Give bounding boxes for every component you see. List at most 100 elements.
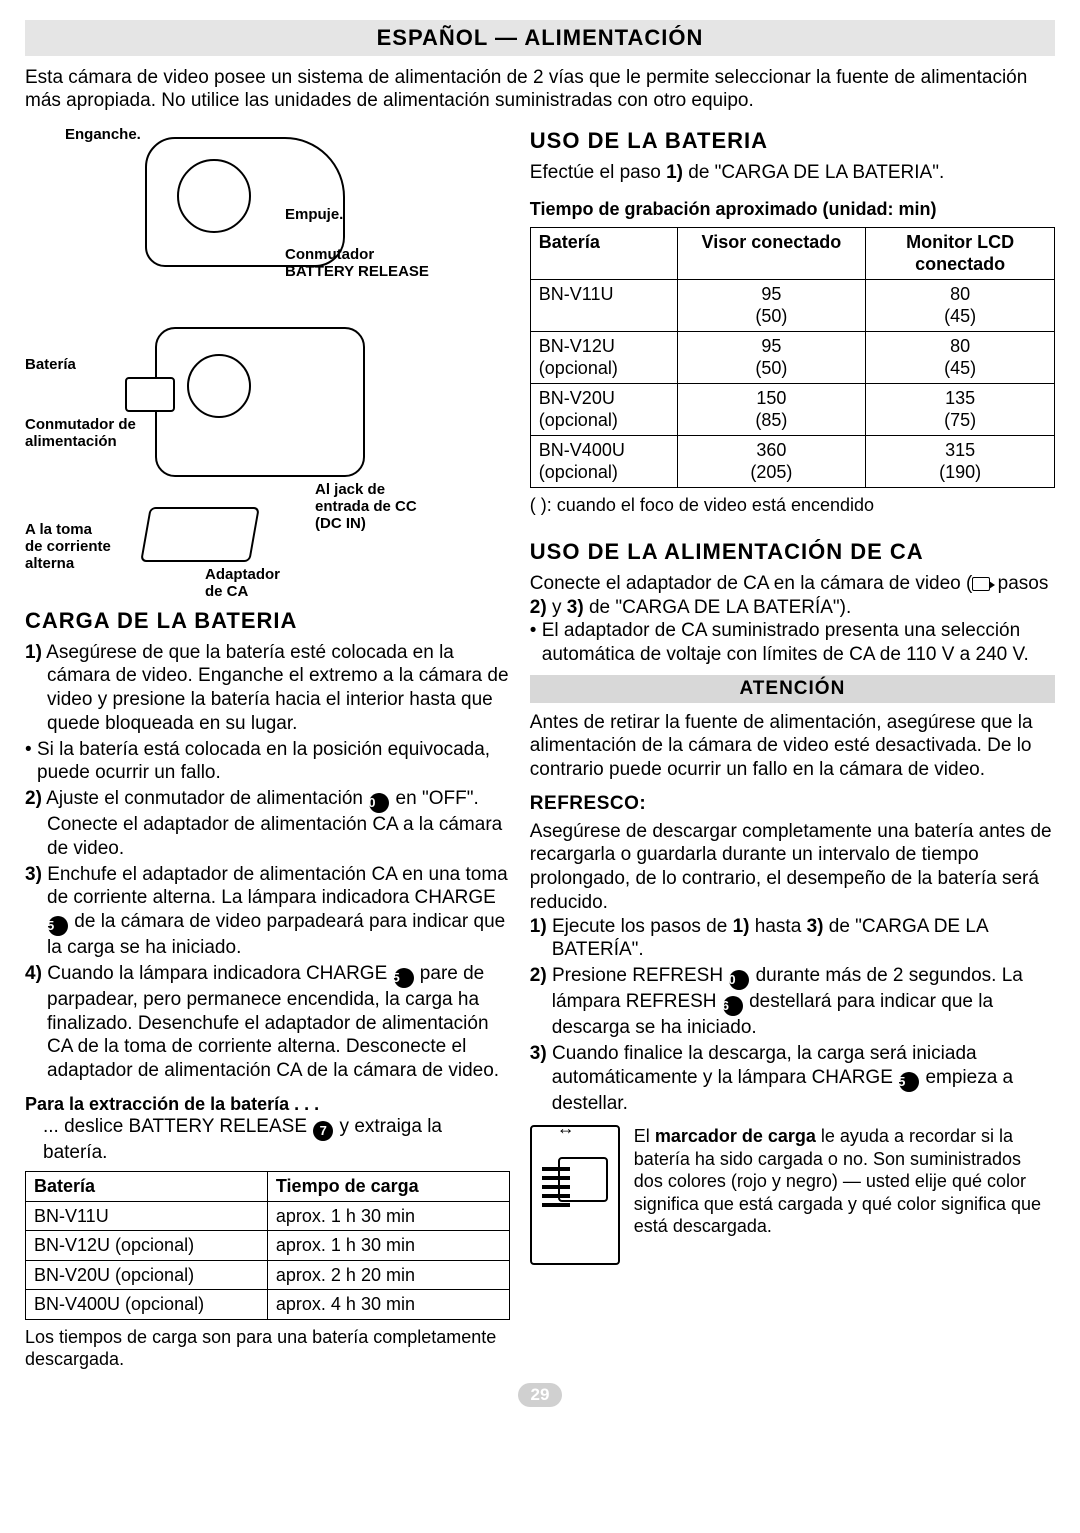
marker-a: El bbox=[634, 1126, 655, 1146]
circle-7-icon: 7 bbox=[313, 1121, 333, 1141]
refresco-step1-bold2: 3) bbox=[807, 916, 824, 937]
rec-cell: 80(45) bbox=[866, 279, 1055, 331]
rec-cell: 95(50) bbox=[677, 331, 866, 383]
rec-cell: BN-V11U bbox=[530, 279, 677, 331]
carga-step2a: Ajuste el conmutador de alimentación bbox=[46, 788, 368, 809]
rec-cell: BN-V20U(opcional) bbox=[530, 383, 677, 435]
label-jack-3: (DC IN) bbox=[315, 516, 366, 533]
table-row: BN-V11U 95(50) 80(45) bbox=[530, 279, 1054, 331]
page-title-bar: ESPAÑOL — ALIMENTACIÓN bbox=[25, 20, 1055, 56]
extraccion-text: ... deslice BATTERY RELEASE 7 y extraiga… bbox=[25, 1115, 510, 1165]
refresco-title: REFRESCO: bbox=[530, 792, 1055, 816]
page-number: 29 bbox=[518, 1383, 562, 1407]
rec-table-note: ( ): cuando el foco de video está encend… bbox=[530, 494, 1055, 517]
atencion-text: Antes de retirar la fuente de alimentaci… bbox=[530, 711, 1055, 782]
refresco-step-1: 1) Ejecute los pasos de 1) hasta 3) de "… bbox=[530, 915, 1055, 963]
charge-time-table: Batería Tiempo de carga BN-V11Uaprox. 1 … bbox=[25, 1171, 510, 1320]
table-row: BN-V12U(opcional) 95(50) 80(45) bbox=[530, 331, 1054, 383]
carga-step-2: 2) Ajuste el conmutador de alimentación … bbox=[25, 787, 510, 861]
label-conmutador-alim-1: Conmutador de bbox=[25, 417, 136, 434]
rec-cell: BN-V12U(opcional) bbox=[530, 331, 677, 383]
carga-step3b: de la cámara de video parpadeará para in… bbox=[47, 911, 505, 958]
circle-15c-icon: 15 bbox=[899, 1072, 919, 1092]
carga-step-4: 4) Cuando la lámpara indicadora CHARGE 1… bbox=[25, 962, 510, 1083]
charge-cell: aprox. 4 h 30 min bbox=[267, 1290, 509, 1320]
pointer-icon bbox=[972, 577, 990, 591]
uso-ca-bullet: El adaptador de CA suministrado presenta… bbox=[530, 619, 1055, 667]
table-header-row: Batería Tiempo de carga bbox=[26, 1172, 510, 1202]
table-row: BN-V20U (opcional)aprox. 2 h 20 min bbox=[26, 1260, 510, 1290]
charge-cell: aprox. 1 h 30 min bbox=[267, 1231, 509, 1261]
carga-steps-cont: 2) Ajuste el conmutador de alimentación … bbox=[25, 787, 510, 1083]
camera-diagram: Enganche. Empuje. Conmutador BATTERY REL… bbox=[25, 127, 510, 597]
battery-shape bbox=[125, 377, 175, 412]
refresco-step3-num: 3) bbox=[530, 1043, 547, 1064]
charge-col2-header: Tiempo de carga bbox=[267, 1172, 509, 1202]
uso-ca-b: pasos bbox=[992, 573, 1048, 594]
refresco-step2a: Presione REFRESH bbox=[552, 965, 728, 986]
battery-marker-icon: ↔ bbox=[530, 1125, 620, 1265]
circle-15-icon: 15 bbox=[48, 916, 68, 936]
uso-ca-a: Conecte el adaptador de CA en la cámara … bbox=[530, 573, 973, 594]
circle-15b-icon: 15 bbox=[394, 968, 414, 988]
refresco-step1-bold1: 1) bbox=[733, 916, 750, 937]
camera-lower-shape bbox=[155, 327, 365, 477]
rec-cell: 80(45) bbox=[866, 331, 1055, 383]
carga-step4a: Cuando la lámpara indicadora CHARGE bbox=[47, 963, 392, 984]
label-empuje: Empuje. bbox=[285, 207, 343, 224]
carga-step1-num: 1) bbox=[25, 642, 42, 663]
refresco-step2-num: 2) bbox=[530, 965, 547, 986]
charge-cell: BN-V12U (opcional) bbox=[26, 1231, 268, 1261]
atencion-bar: ATENCIÓN bbox=[530, 675, 1055, 703]
table-row: BN-V400U(opcional) 360(205) 315(190) bbox=[530, 435, 1054, 487]
label-adaptador-1: Adaptador bbox=[205, 567, 280, 584]
label-jack-2: entrada de CC bbox=[315, 499, 417, 516]
refresco-step1a: Ejecute los pasos de bbox=[552, 916, 733, 937]
table-row: BN-V400U (opcional)aprox. 4 h 30 min bbox=[26, 1290, 510, 1320]
table-row: BN-V20U(opcional) 150(85) 135(75) bbox=[530, 383, 1054, 435]
label-jack-1: Al jack de bbox=[315, 482, 385, 499]
uso-ca-text: Conecte el adaptador de CA en la cámara … bbox=[530, 572, 1055, 620]
charge-cell: BN-V20U (opcional) bbox=[26, 1260, 268, 1290]
rec-cell: 150(85) bbox=[677, 383, 866, 435]
rec-col3b: conectado bbox=[915, 254, 1005, 274]
extraccion-a: ... deslice BATTERY RELEASE bbox=[43, 1116, 312, 1137]
carga-step2-num: 2) bbox=[25, 788, 42, 809]
rec-col3a: Monitor LCD bbox=[906, 232, 1014, 252]
carga-step1-text: Asegúrese de que la batería esté colocad… bbox=[46, 642, 508, 734]
carga-step-1: 1) Asegúrese de que la batería esté colo… bbox=[25, 641, 510, 736]
refresco-steps: 1) Ejecute los pasos de 1) hasta 3) de "… bbox=[530, 915, 1055, 1116]
uso-ca-bold2: 3) bbox=[567, 597, 584, 618]
uso-ca-title: USO DE LA ALIMENTACIÓN DE CA bbox=[530, 538, 1055, 566]
label-conmutador: Conmutador bbox=[285, 247, 374, 264]
table-row: BN-V12U (opcional)aprox. 1 h 30 min bbox=[26, 1231, 510, 1261]
carga-steps: 1) Asegúrese de que la batería esté colo… bbox=[25, 641, 510, 736]
carga-step3a: Enchufe el adaptador de alimentación CA … bbox=[47, 864, 508, 909]
recording-time-table: Batería Visor conectado Monitor LCDconec… bbox=[530, 227, 1055, 488]
right-column: USO DE LA BATERIA Efectúe el paso 1) de … bbox=[530, 127, 1055, 1371]
label-toma-2: de corriente bbox=[25, 539, 111, 556]
charge-cell: BN-V400U (opcional) bbox=[26, 1290, 268, 1320]
circle-20-icon: 20 bbox=[729, 970, 749, 990]
charge-cell: aprox. 1 h 30 min bbox=[267, 1201, 509, 1231]
carga-step4-num: 4) bbox=[25, 963, 42, 984]
left-column: Enganche. Empuje. Conmutador BATTERY REL… bbox=[25, 127, 510, 1371]
rec-cell: BN-V400U(opcional) bbox=[530, 435, 677, 487]
extraccion-title: Para la extracción de la batería . . . bbox=[25, 1093, 510, 1116]
refresco-step-3: 3) Cuando finalice la descarga, la carga… bbox=[530, 1042, 1055, 1116]
circle-10-icon: 10 bbox=[369, 793, 389, 813]
charge-col1-header: Batería bbox=[26, 1172, 268, 1202]
label-battery-release: BATTERY RELEASE bbox=[285, 264, 429, 281]
marker-box: ↔ El marcador de carga le ayuda a record… bbox=[530, 1125, 1055, 1265]
circle-16-icon: 16 bbox=[723, 996, 743, 1016]
intro-text: Esta cámara de video posee un sistema de… bbox=[25, 66, 1055, 114]
rec-table-title: Tiempo de grabación aproximado (unidad: … bbox=[530, 198, 1055, 221]
label-bateria: Batería bbox=[25, 357, 76, 374]
adapter-shape bbox=[140, 507, 260, 562]
refresco-step1b: hasta bbox=[750, 916, 807, 937]
rec-cell: 315(190) bbox=[866, 435, 1055, 487]
uso-bateria-title: USO DE LA BATERIA bbox=[530, 127, 1055, 155]
uso-bateria-b: de "CARGA DE LA BATERIA". bbox=[683, 162, 944, 183]
table-header-row: Batería Visor conectado Monitor LCDconec… bbox=[530, 227, 1054, 279]
carga-step-3: 3) Enchufe el adaptador de alimentación … bbox=[25, 863, 510, 960]
